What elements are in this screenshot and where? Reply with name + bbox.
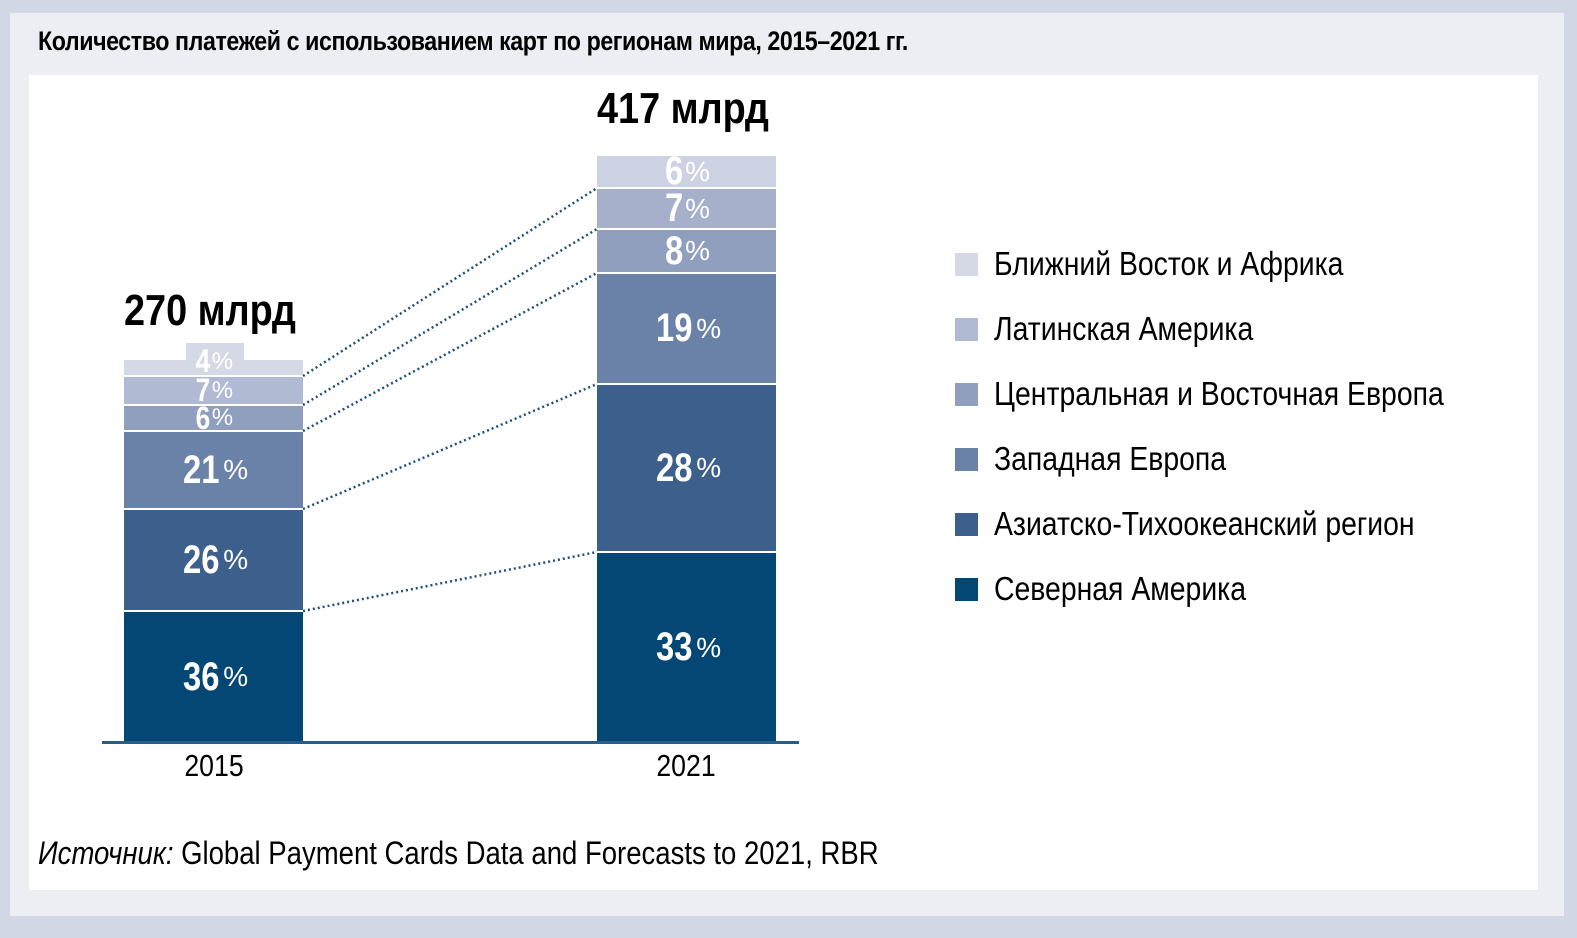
connector-mea xyxy=(302,186,598,378)
legend-swatch xyxy=(955,447,978,471)
source-label: Источник: xyxy=(38,835,174,871)
total-label-2015: 270 млрд xyxy=(124,286,296,335)
connector-latam xyxy=(302,227,598,407)
connector-apac xyxy=(302,550,598,613)
legend-item: Азиатско-Тихоокеанский регион xyxy=(955,505,1483,543)
legend-swatch xyxy=(955,317,978,341)
source-text: Global Payment Cards Data and Forecasts … xyxy=(173,835,879,871)
legend-swatch xyxy=(955,577,978,601)
bar-segment: 8% xyxy=(597,230,776,272)
x-tick-2021: 2021 xyxy=(656,748,716,783)
source-note: Источник: Global Payment Cards Data and … xyxy=(38,835,879,872)
bar-segment: 19% xyxy=(597,274,776,383)
bar-segment: 26% xyxy=(124,510,303,610)
x-axis-baseline xyxy=(102,741,799,744)
legend-item: Ближний Восток и Африка xyxy=(955,245,1400,283)
x-tick-2015: 2015 xyxy=(184,748,244,783)
bar-segment-notch xyxy=(186,343,244,363)
bar-segment: 6% xyxy=(124,406,303,430)
bar-segment: 6% xyxy=(597,156,776,187)
bar-segment: 36% xyxy=(124,612,303,742)
legend-item: Западная Европа xyxy=(955,440,1264,478)
chart-title: Количество платежей с использованием кар… xyxy=(38,26,908,56)
connector-we xyxy=(302,382,598,511)
bar-segment: 33% xyxy=(597,553,776,742)
legend-item: Центральная и Восточная Европа xyxy=(955,375,1517,413)
legend-item: Северная Америка xyxy=(955,570,1287,608)
bar-segment: 7% xyxy=(597,189,776,228)
bar-segment: 4% xyxy=(124,343,303,379)
bar-segment: 7% xyxy=(124,377,303,404)
legend-swatch xyxy=(955,252,978,276)
bar-segment: 21% xyxy=(124,432,303,508)
legend-swatch xyxy=(955,512,978,536)
legend-swatch xyxy=(955,382,978,406)
connector-cee xyxy=(302,271,598,433)
legend-item: Латинская Америка xyxy=(955,310,1295,348)
total-label-2021: 417 млрд xyxy=(597,84,769,133)
bar-segment: 28% xyxy=(597,385,776,551)
